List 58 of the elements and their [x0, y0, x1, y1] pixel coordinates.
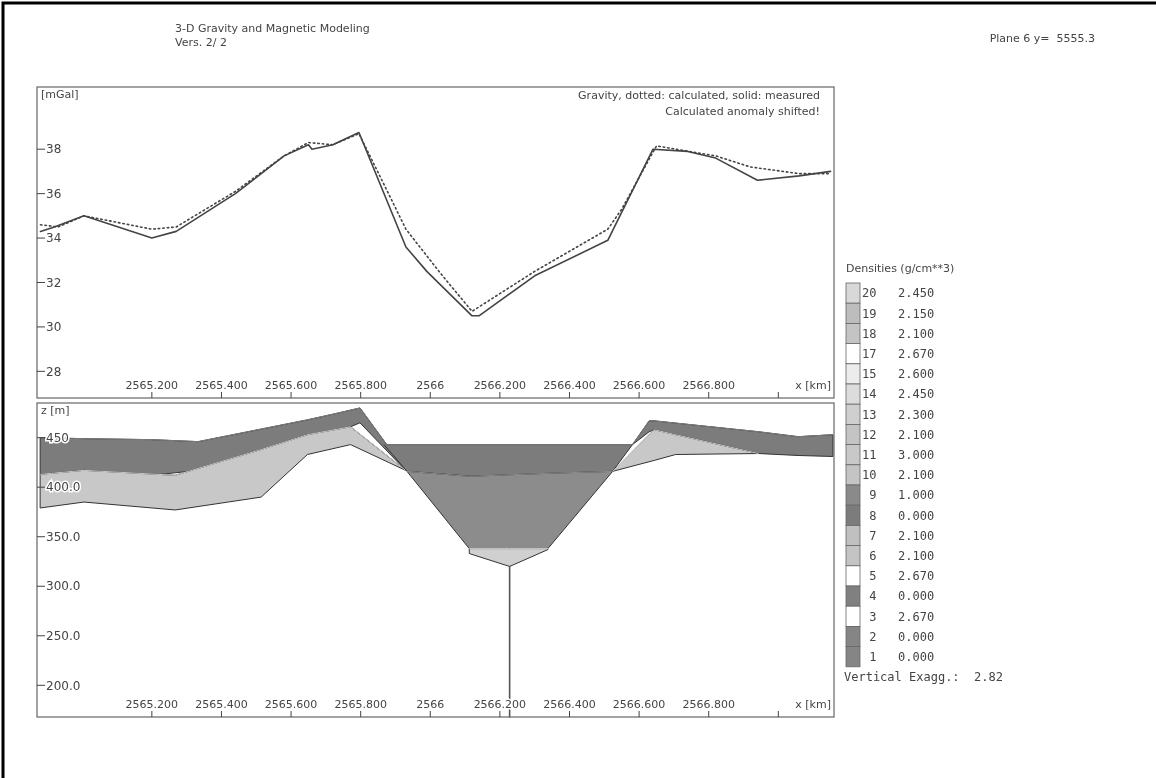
text: 4 0.000: [862, 589, 935, 604]
x-axis-title: x [km]: [795, 698, 831, 711]
text: 13 2.300: [862, 407, 935, 422]
text: 12 2.100: [862, 427, 935, 442]
x-tick-label: 2566.600: [612, 379, 666, 392]
y-tick-label: 34: [46, 231, 62, 246]
x-tick-label: 2566.400: [543, 698, 596, 711]
text: 10 2.100: [862, 468, 935, 483]
text: 7 2.100: [862, 528, 935, 543]
y-tick-label: 38: [46, 142, 62, 157]
text: 20 2.450: [862, 286, 935, 301]
annotation: Calculated anomaly shifted!: [665, 105, 820, 118]
x-tick-label: 2565.800: [334, 379, 387, 392]
annotation: Gravity, dotted: calculated, solid: measured: [578, 89, 820, 102]
text: 17 2.670: [862, 346, 935, 361]
x-tick-label: 2566.800: [682, 698, 735, 711]
x-tick-label: 2566.600: [612, 698, 666, 711]
chart-subtitle: Vers. 2/ 2: [175, 36, 227, 49]
y-tick-label: 28: [46, 364, 62, 379]
text: Vertical Exagg.: 2.82: [844, 669, 1003, 684]
y-axis-title: [mGal]: [41, 88, 79, 101]
text: 3 2.670: [862, 609, 935, 624]
x-tick-label: 2565.800: [334, 698, 387, 711]
y-axis-title: z [m]: [41, 404, 70, 417]
x-tick-label: 2566.200: [473, 379, 527, 392]
y-tick-label: 250.0: [46, 628, 81, 643]
text: 5 2.670: [862, 569, 935, 584]
x-tick-label: 2565.600: [264, 379, 318, 392]
x-tick-label: 2565.600: [264, 698, 318, 711]
text: 2 0.000: [862, 629, 935, 644]
x-axis-title: x [km]: [795, 379, 831, 392]
text: Plane 6 y= 5555.3: [989, 32, 1095, 45]
y-tick-label: 30: [46, 320, 62, 335]
x-tick-label: 2566.800: [682, 379, 735, 392]
x-tick-label: 2566.400: [543, 379, 596, 392]
y-tick-label: 200.0: [46, 678, 81, 693]
text: 1 0.000: [862, 649, 935, 664]
y-tick-label: 36: [46, 186, 62, 201]
x-tick-label: 2565.400: [195, 698, 248, 711]
chart-title: 3-D Gravity and Magnetic Modeling: [175, 22, 370, 35]
text: 9 1.000: [862, 488, 935, 503]
text: 11 3.000: [862, 447, 935, 462]
text: 6 2.100: [862, 548, 935, 563]
x-tick-label: 2566: [416, 698, 445, 711]
x-tick-label: 2566: [416, 379, 445, 392]
text: 8 0.000: [862, 508, 935, 523]
legend-title: Densities (g/cm**3): [846, 262, 955, 275]
y-tick-label: 300.0: [46, 579, 81, 594]
x-tick-label: 2565.200: [125, 379, 179, 392]
text: 18 2.100: [862, 326, 935, 341]
x-tick-label: 2565.200: [125, 698, 179, 711]
y-tick-label: 400.0: [46, 480, 81, 495]
y-tick-label: 32: [46, 275, 62, 290]
text: 15 2.600: [862, 367, 935, 382]
y-tick-label: 350.0: [46, 529, 81, 544]
text: 14 2.450: [862, 387, 935, 402]
text: 19 2.150: [862, 306, 935, 321]
x-tick-label: 2565.400: [195, 379, 248, 392]
